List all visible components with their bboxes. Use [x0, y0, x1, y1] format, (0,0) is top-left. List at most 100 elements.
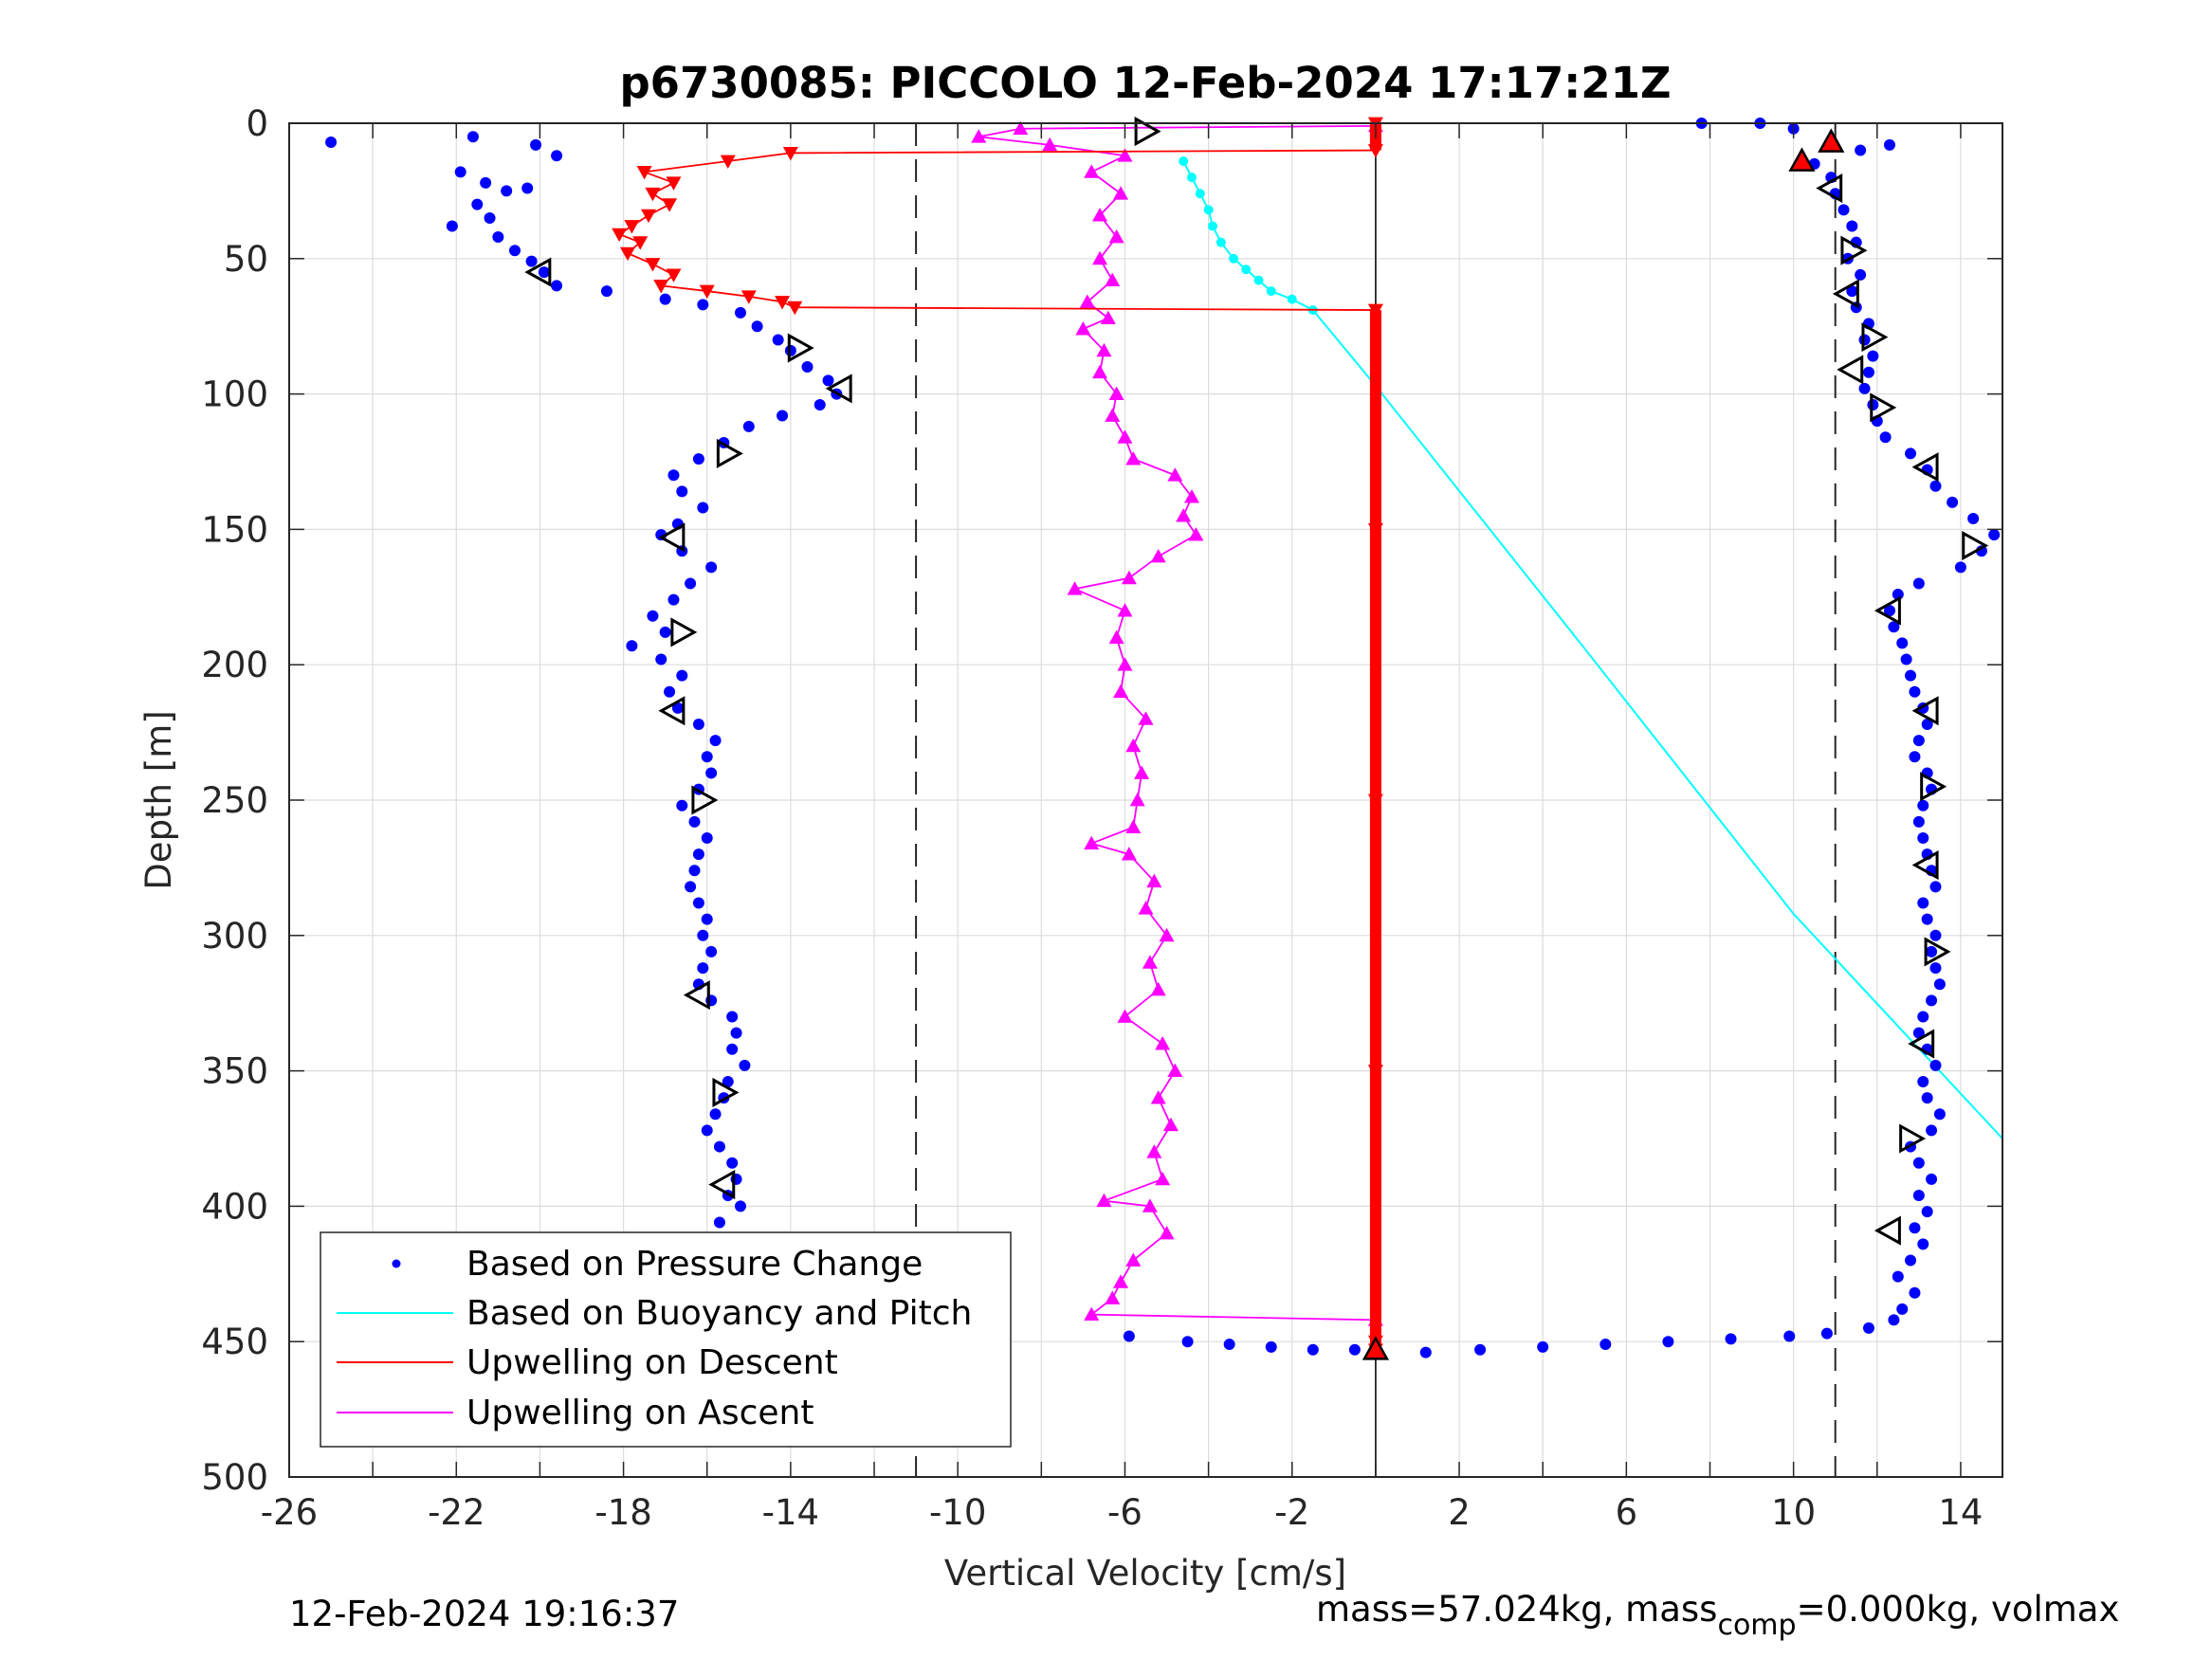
upwelling-ascent-marker — [1092, 208, 1108, 222]
pressure-change-point — [1820, 1327, 1833, 1340]
buoyancy-pitch-point — [1253, 275, 1264, 285]
pressure-change-point — [501, 185, 513, 197]
pressure-change-point — [1307, 1343, 1319, 1356]
pressure-change-point — [1896, 1303, 1909, 1315]
y-tick-label: 400 — [201, 1186, 268, 1227]
pressure-change-point — [538, 266, 550, 279]
upwelling-descent-marker — [632, 236, 649, 250]
buoyancy-pitch-point — [1179, 155, 1189, 166]
upwelling-ascent-marker — [1121, 847, 1137, 861]
pressure-change-point — [1912, 1157, 1925, 1169]
upwelling-ascent-marker — [1142, 1198, 1158, 1212]
pressure-change-point — [1537, 1340, 1549, 1353]
upwelling-ascent-marker — [1117, 603, 1133, 617]
pressure-change-point — [1909, 1222, 1921, 1234]
open-triangle-marker — [825, 374, 852, 404]
pressure-change-point — [1933, 1108, 1946, 1121]
upwelling-descent-marker — [740, 290, 757, 304]
pressure-change-point — [1879, 431, 1892, 444]
pressure-change-point — [1900, 653, 1912, 665]
y-tick-label: 50 — [224, 239, 268, 280]
pressure-change-point — [701, 1124, 713, 1137]
upwelling-descent-marker — [645, 258, 661, 272]
open-triangle-marker — [787, 333, 814, 363]
pressure-change-point — [688, 865, 701, 877]
pressure-change-point — [777, 410, 789, 422]
tick-marks — [288, 122, 2002, 1478]
pressure-change-point — [1888, 1314, 1900, 1326]
upwelling-ascent-marker — [1142, 955, 1158, 969]
legend-swatch-pressure — [392, 1259, 401, 1268]
pressure-change-point — [1929, 881, 1942, 893]
open-triangle-marker — [670, 617, 698, 647]
upwelling-ascent-marker — [1113, 684, 1129, 699]
pressure-change-point — [697, 929, 709, 941]
pressure-change-point — [726, 1011, 739, 1023]
upwelling-ascent-marker — [1075, 321, 1091, 336]
pressure-change-point — [1858, 382, 1871, 394]
upwelling-ascent-marker — [1150, 1090, 1166, 1104]
upwelling-ascent-marker — [1105, 272, 1121, 287]
upwelling-ascent-marker — [1084, 164, 1100, 178]
pressure-change-point — [692, 453, 704, 465]
pressure-change-point — [1921, 913, 1933, 925]
buoyancy-pitch-line — [1182, 160, 2003, 1139]
upwelling-ascent-marker — [1108, 228, 1124, 244]
pressure-change-point — [1912, 815, 1925, 828]
legend-entry-descent: Upwelling on Descent — [466, 1343, 838, 1382]
upwelling-ascent-marker — [1108, 386, 1124, 400]
upwelling-ascent-marker — [1159, 927, 1175, 942]
pressure-change-point — [1474, 1343, 1487, 1356]
pressure-change-point — [705, 945, 718, 957]
pressure-change-point — [1662, 1336, 1674, 1348]
upwelling-ascent-marker — [1167, 467, 1183, 482]
y-tick-label: 150 — [201, 509, 268, 550]
pressure-change-point — [709, 735, 722, 747]
pressure-change-point — [701, 751, 713, 763]
pressure-change-point — [1123, 1330, 1135, 1342]
pressure-change-point — [1917, 1076, 1929, 1088]
pressure-change-point — [784, 344, 796, 356]
x-tick-label: -22 — [428, 1492, 484, 1533]
x-tick-label: 14 — [1938, 1492, 1983, 1533]
upwelling-ascent-marker — [1125, 451, 1142, 465]
pressure-change-point — [1862, 1322, 1874, 1334]
pressure-change-point — [492, 230, 504, 243]
filled-red-triangle-marker — [1818, 128, 1845, 153]
pressure-change-point — [1905, 1254, 1917, 1267]
x-tick-label: 6 — [1616, 1492, 1638, 1533]
legend-entry-buoyancy: Based on Buoyancy and Pitch — [466, 1294, 972, 1333]
upwelling-ascent-marker — [1129, 793, 1145, 807]
pressure-change-point — [730, 1027, 742, 1039]
pressure-change-point — [1917, 831, 1929, 844]
upwelling-descent-marker — [645, 187, 661, 202]
pressure-change-point — [692, 719, 704, 731]
upwelling-ascent-marker — [1138, 711, 1154, 725]
upwelling-ascent-marker — [1084, 835, 1100, 850]
pressure-change-point — [801, 361, 814, 374]
pressure-change-point — [1855, 144, 1867, 156]
pressure-change-point — [1921, 719, 1933, 731]
pressure-change-point — [1912, 1027, 1925, 1039]
x-tick-label: -6 — [1107, 1492, 1143, 1533]
pressure-change-point — [697, 501, 709, 514]
pressure-change-point — [1348, 1343, 1361, 1356]
x-tick-label: -14 — [762, 1492, 819, 1533]
upwelling-ascent-marker — [971, 129, 987, 143]
filled-red-triangle-marker — [1788, 147, 1816, 172]
pressure-change-point — [508, 245, 521, 257]
open-triangle-marker — [1911, 452, 1939, 483]
upwelling-ascent-marker — [1155, 1171, 1171, 1186]
open-triangle-marker — [1911, 696, 1939, 726]
open-triangle-marker — [1908, 1029, 1935, 1059]
upwelling-ascent-marker — [1125, 1252, 1142, 1267]
pressure-change-point — [701, 831, 713, 844]
buoyancy-pitch-point — [1229, 253, 1239, 264]
pressure-change-point — [1926, 994, 1938, 1007]
upwelling-ascent-marker — [1079, 294, 1095, 308]
marker-layer — [524, 117, 1989, 1360]
y-tick-label: 250 — [201, 780, 268, 821]
pressure-change-point — [1855, 268, 1867, 281]
pressure-change-point — [822, 374, 834, 387]
pressure-change-point — [1181, 1336, 1194, 1348]
